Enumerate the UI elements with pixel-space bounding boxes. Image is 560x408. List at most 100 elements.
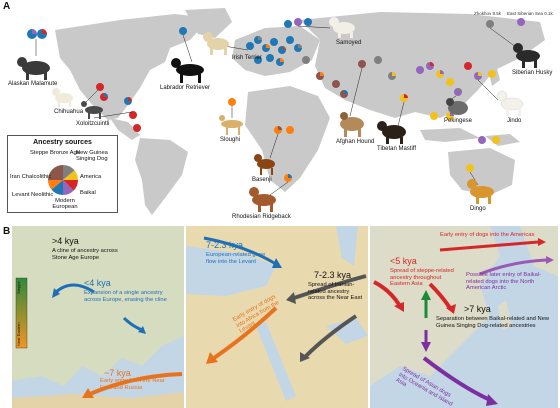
- leader-line: [83, 89, 99, 105]
- europe-text1: A cline of ancestry across Stone Age Eur…: [52, 248, 118, 261]
- arrow-blue-west: [55, 283, 95, 294]
- europe-time3: ~7 kya: [104, 368, 131, 378]
- rhodesian-ridgeback-dog: [249, 187, 276, 212]
- europe-time2: <4 kya: [84, 278, 111, 288]
- pie-marker: [262, 44, 270, 52]
- europe-map-svg: [12, 226, 184, 408]
- europe-time1: >4 kya: [52, 236, 79, 246]
- sloughi-dog: [219, 115, 243, 135]
- arrow-orange-africa: [212, 306, 278, 360]
- label-irish-terrier: Irish Terrier: [232, 55, 262, 61]
- pie-marker: [374, 56, 382, 64]
- label-samoyed: Samoyed: [336, 40, 362, 46]
- arrowhead-gray-iran-1: [286, 292, 296, 304]
- pie-marker: [358, 60, 366, 68]
- siberian-husky-dog: [513, 43, 540, 68]
- pie-marker: [416, 66, 424, 74]
- panel-b-letter: B: [3, 226, 11, 237]
- arrow-gray-iran-1: [293, 274, 367, 300]
- pie-marker: [266, 54, 274, 62]
- persian-gulf: [326, 318, 368, 344]
- central-america-shape: [110, 118, 140, 140]
- labrador-retriever-dog: [171, 58, 204, 83]
- cline-color-scale: [15, 277, 28, 349]
- leader-line: [397, 101, 405, 127]
- label-pekingese: Pekingese: [444, 118, 473, 124]
- arrowhead-blue-south: [138, 326, 146, 334]
- arrowhead-purple-arctic: [546, 256, 554, 264]
- continents: [55, 8, 545, 215]
- pie-marker: [294, 44, 302, 52]
- label-afghan-hound: Afghan Hound: [336, 139, 375, 145]
- pie-marker: [254, 56, 262, 64]
- label-basenji: Basenji: [252, 177, 272, 183]
- label-tibetan-mastiff: Tibetan Mastiff: [377, 146, 417, 152]
- near-east-text1: European-related gene flow into the Leva…: [206, 252, 266, 265]
- asia-text3: Possible later entry of Baikal-related d…: [466, 272, 542, 292]
- label-labrador-retriever: Labrador Retriever: [160, 85, 211, 91]
- irish-terrier-dog: [203, 32, 229, 55]
- jindo-dog: [496, 90, 524, 116]
- new-guinea-shape: [485, 134, 520, 146]
- pie-marker: [316, 72, 324, 80]
- red-sea: [256, 322, 296, 401]
- legend-slice-america: [63, 180, 78, 191]
- panel-b-regional-maps: B >4 kya A cline of ancestry across Ston…: [0, 224, 560, 408]
- tibetan-mastiff-dog: [377, 121, 406, 144]
- legend-label-baikal: Baikal: [80, 190, 96, 196]
- pie-marker: [286, 36, 294, 44]
- arrowhead-red-steppe-1: [394, 302, 404, 312]
- dingo-dog: [467, 179, 494, 204]
- europe-land: [12, 226, 184, 386]
- xoloitzcuintli-dog: [81, 101, 103, 119]
- asia-land: [370, 226, 500, 386]
- legend-slice-iran: [48, 165, 63, 180]
- arrow-red-americas: [439, 240, 539, 252]
- scale-label-bottom: Near Eastern: [16, 322, 21, 346]
- mediterranean-sea: [186, 246, 276, 296]
- samoyed-dog: [329, 17, 355, 38]
- ancestry-legend: Ancestry sources Steppe Bronze Age New G…: [7, 135, 118, 213]
- south-america-shape: [135, 138, 188, 215]
- japan-land: [498, 300, 512, 330]
- asia-text2: Early entry of dogs into the Americas: [440, 232, 535, 238]
- pie-marker: [284, 20, 292, 28]
- pie-marker: [133, 124, 141, 132]
- africa-coast-land: [12, 392, 184, 408]
- arrow-purple-oceania: [422, 356, 491, 402]
- pie-marker: [228, 98, 236, 106]
- arrow-blue-levant: [203, 236, 277, 266]
- pie-marker: [274, 126, 282, 134]
- label-dingo: Dingo: [470, 206, 486, 212]
- pekingese-dog: [446, 98, 468, 115]
- arrowhead-red-steppe-2: [446, 304, 456, 314]
- legend-slice-steppe: [63, 165, 75, 180]
- legend-title: Ancestry sources: [33, 139, 92, 146]
- pie-marker: [332, 80, 340, 88]
- pie-marker: [286, 126, 294, 134]
- label-sloughi: Sloughi: [220, 137, 241, 143]
- leader-line: [349, 67, 363, 117]
- asia-time2: >7 kya: [464, 304, 491, 314]
- legend-pie: [48, 165, 78, 195]
- label-xoloitzcuintli: Xoloitzcuintli: [76, 121, 110, 127]
- label-zhokhov: Zhokhov 9.5k: [474, 11, 502, 16]
- legend-label-ngsd: New Guinea Singing Dog: [76, 150, 108, 163]
- pie-marker: [446, 112, 454, 120]
- pie-marker: [488, 70, 496, 78]
- panel-a-letter: A: [3, 1, 11, 12]
- asia-time1: <5 kya: [390, 256, 417, 266]
- pie-marker: [388, 72, 396, 80]
- pie-marker: [474, 72, 482, 80]
- pie-marker: [466, 164, 474, 172]
- pie-marker: [486, 20, 494, 28]
- leader-line: [269, 133, 279, 159]
- pie-marker: [27, 29, 37, 39]
- afghan-hound-dog: [340, 112, 364, 137]
- chihuahua-dog: [52, 88, 73, 107]
- basenji-dog: [254, 154, 275, 175]
- label-east-siberian-sea: East Siberian Sea 0.1k: [507, 11, 553, 16]
- label-siberian-husky: Siberian Husky: [512, 70, 553, 76]
- pie-marker: [446, 78, 454, 86]
- pie-marker: [37, 29, 47, 39]
